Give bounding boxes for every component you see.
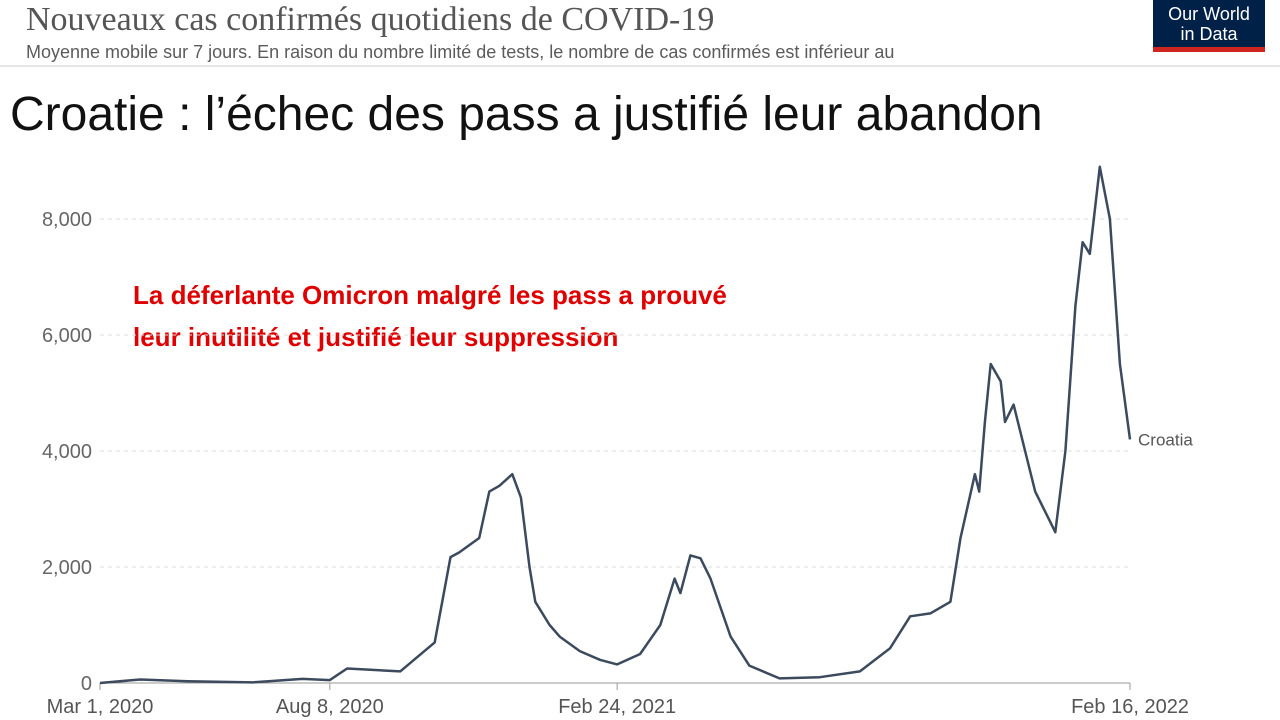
plot-area: 0 2,000 4,000 6,000 8,000 Mar 1, 2020 Aug 8, 2… — [42, 165, 1193, 718]
x-tick-label: Feb 16, 2022 — [1071, 696, 1189, 718]
chart-subtitle: Moyenne mobile sur 7 jours. En raison du… — [26, 42, 894, 62]
logo-box — [1153, 0, 1265, 52]
y-tick-label: 2,000 — [42, 557, 92, 579]
x-tick-label: Feb 24, 2021 — [558, 696, 676, 718]
header-band — [0, 0, 1280, 66]
x-tick-label: Aug 8, 2020 — [276, 696, 384, 718]
chart-title: Nouveaux cas confirmés quotidiens de COV… — [26, 1, 714, 38]
series-label: Croatia — [1138, 430, 1193, 449]
logo-text: Our World — [1168, 4, 1250, 24]
slide-title: Croatie : l’échec des pass a justifié le… — [10, 88, 1043, 141]
y-tick-label: 4,000 — [42, 441, 92, 463]
annotation: leur inutilité et justifié leur suppress… — [133, 322, 618, 352]
y-tick-label: 0 — [81, 673, 92, 695]
x-tick-label: Mar 1, 2020 — [47, 696, 154, 718]
y-tick-label: 6,000 — [42, 325, 92, 347]
annotation: La déferlante Omicron malgré les pass a … — [133, 280, 727, 310]
logo-text: in Data — [1180, 24, 1238, 44]
logo-stripe — [1153, 47, 1265, 52]
y-tick-label: 8,000 — [42, 209, 92, 231]
data-line — [99, 165, 1132, 685]
